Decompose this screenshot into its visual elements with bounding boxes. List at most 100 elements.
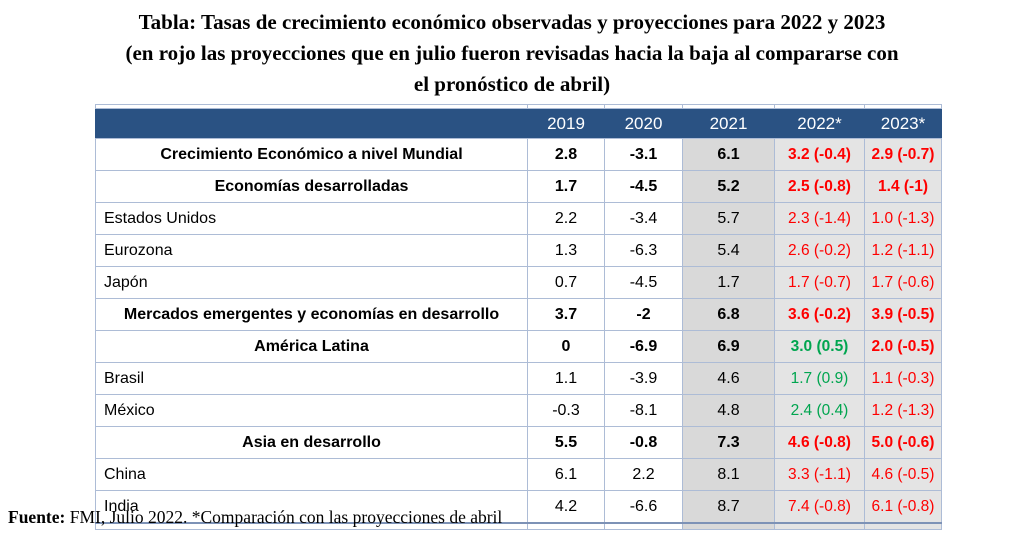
row-label: Japón (95, 266, 528, 299)
cell-2023-projection: 1.7 (-0.6) (864, 266, 942, 299)
cell-2022-projection: 3.6 (-0.2) (774, 298, 865, 331)
header-row: 2019 2020 2021 2022* 2023* (95, 108, 942, 139)
cell-2023-projection: 6.1 (-0.8) (864, 490, 942, 524)
table-row: Brasil 1.1 -3.9 4.6 1.7 (0.9) 1.1 (-0.3) (95, 362, 942, 395)
cell-2023-projection: 2.0 (-0.5) (864, 330, 942, 363)
cell-2019: 2.2 (527, 202, 605, 235)
cell-2022-projection: 2.6 (-0.2) (774, 234, 865, 267)
cell-2023-projection: 5.0 (-0.6) (864, 426, 942, 459)
table-header: 2019 2020 2021 2022* 2023* (95, 104, 942, 139)
cell-2020: -3.4 (604, 202, 683, 235)
table-row: Japón 0.7 -4.5 1.7 1.7 (-0.7) 1.7 (-0.6) (95, 266, 942, 299)
row-label: México (95, 394, 528, 427)
cell-2021: 8.1 (682, 458, 775, 491)
column-header-2021: 2021 (682, 108, 775, 139)
table-row: China 6.1 2.2 8.1 3.3 (-1.1) 4.6 (-0.5) (95, 458, 942, 491)
cell-2019: 6.1 (527, 458, 605, 491)
cell-2019: 5.5 (527, 426, 605, 459)
cell-2020: -4.5 (604, 170, 683, 203)
cell-2020: -3.9 (604, 362, 683, 395)
cell-2020: -0.8 (604, 426, 683, 459)
cell-2020: -3.1 (604, 138, 683, 171)
cell-2019: 1.7 (527, 170, 605, 203)
cell-2021: 6.8 (682, 298, 775, 331)
cell-2022-projection: 3.2 (-0.4) (774, 138, 865, 171)
row-label: Crecimiento Económico a nivel Mundial (95, 138, 528, 171)
cell-2021: 4.6 (682, 362, 775, 395)
row-label: América Latina (95, 330, 528, 363)
table-row: Estados Unidos 2.2 -3.4 5.7 2.3 (-1.4) 1… (95, 202, 942, 235)
cell-2023-projection: 1.2 (-1.3) (864, 394, 942, 427)
table-row: Crecimiento Económico a nivel Mundial 2.… (95, 138, 942, 171)
cell-2019: 1.1 (527, 362, 605, 395)
cell-2023-projection: 3.9 (-0.5) (864, 298, 942, 331)
column-header-2022: 2022* (774, 108, 865, 139)
cell-2020: -4.5 (604, 266, 683, 299)
cell-2022-projection: 1.7 (-0.7) (774, 266, 865, 299)
cell-2021: 5.2 (682, 170, 775, 203)
cell-2019: 0.7 (527, 266, 605, 299)
cell-2020: -6.9 (604, 330, 683, 363)
cell-2023-projection: 2.9 (-0.7) (864, 138, 942, 171)
cell-2022-projection: 1.7 (0.9) (774, 362, 865, 395)
table-row: Economías desarrolladas 1.7 -4.5 5.2 2.5… (95, 170, 942, 203)
cell-2023-projection: 1.0 (-1.3) (864, 202, 942, 235)
cell-2023-projection: 1.1 (-0.3) (864, 362, 942, 395)
cell-2023-projection: 4.6 (-0.5) (864, 458, 942, 491)
cell-2021: 8.7 (682, 490, 775, 524)
cell-2022-projection: 4.6 (-0.8) (774, 426, 865, 459)
cell-2019: -0.3 (527, 394, 605, 427)
row-label: Economías desarrolladas (95, 170, 528, 203)
cell-2020: -2 (604, 298, 683, 331)
cell-2020: 2.2 (604, 458, 683, 491)
cell-2019: 4.2 (527, 490, 605, 524)
cell-2020: -8.1 (604, 394, 683, 427)
cell-2021: 5.7 (682, 202, 775, 235)
cell-2021: 5.4 (682, 234, 775, 267)
cell-2021: 1.7 (682, 266, 775, 299)
cell-2019: 1.3 (527, 234, 605, 267)
column-header-blank (95, 108, 528, 139)
cell-2022-projection: 3.0 (0.5) (774, 330, 865, 363)
cell-2021: 6.9 (682, 330, 775, 363)
column-header-2020: 2020 (604, 108, 683, 139)
cell-2023-projection: 1.2 (-1.1) (864, 234, 942, 267)
cell-2019: 3.7 (527, 298, 605, 331)
row-label: China (95, 458, 528, 491)
row-label: Asia en desarrollo (95, 426, 528, 459)
table-body: Crecimiento Económico a nivel Mundial 2.… (95, 138, 942, 524)
growth-rates-table-container: 2019 2020 2021 2022* 2023* Crecimiento E… (95, 104, 942, 530)
column-header-2019: 2019 (527, 108, 605, 139)
row-label: Estados Unidos (95, 202, 528, 235)
cell-2022-projection: 2.3 (-1.4) (774, 202, 865, 235)
cell-2020: -6.3 (604, 234, 683, 267)
table-row: Mercados emergentes y economías en desar… (95, 298, 942, 331)
cell-2019: 0 (527, 330, 605, 363)
cell-2023-projection: 1.4 (-1) (864, 170, 942, 203)
row-label: Eurozona (95, 234, 528, 267)
source-note-text: FMI, Julio 2022. *Comparación con las pr… (65, 507, 503, 527)
cell-2019: 2.8 (527, 138, 605, 171)
growth-rates-table: 2019 2020 2021 2022* 2023* Crecimiento E… (95, 104, 942, 530)
source-note-label: Fuente: (8, 507, 66, 527)
table-title: Tabla: Tasas de crecimiento económico ob… (0, 0, 1024, 100)
cell-2021: 7.3 (682, 426, 775, 459)
column-header-2023: 2023* (864, 108, 942, 139)
cell-2022-projection: 7.4 (-0.8) (774, 490, 865, 524)
cell-2022-projection: 2.4 (0.4) (774, 394, 865, 427)
cell-2020: -6.6 (604, 490, 683, 524)
table-row: América Latina 0 -6.9 6.9 3.0 (0.5) 2.0 … (95, 330, 942, 363)
table-row: México -0.3 -8.1 4.8 2.4 (0.4) 1.2 (-1.3… (95, 394, 942, 427)
table-title-line-2: (en rojo las proyecciones que en julio f… (125, 41, 899, 65)
cell-2021: 6.1 (682, 138, 775, 171)
table-title-line-3: el pronóstico de abril) (413, 72, 611, 96)
source-note: Fuente: FMI, Julio 2022. *Comparación co… (8, 507, 502, 528)
cell-2022-projection: 3.3 (-1.1) (774, 458, 865, 491)
row-label: Mercados emergentes y economías en desar… (95, 298, 528, 331)
table-title-line-1: Tabla: Tasas de crecimiento económico ob… (138, 10, 886, 34)
table-row: Eurozona 1.3 -6.3 5.4 2.6 (-0.2) 1.2 (-1… (95, 234, 942, 267)
cell-2021: 4.8 (682, 394, 775, 427)
row-label: Brasil (95, 362, 528, 395)
table-row: India 4.2 -6.6 8.7 7.4 (-0.8) 6.1 (-0.8) (95, 490, 942, 524)
